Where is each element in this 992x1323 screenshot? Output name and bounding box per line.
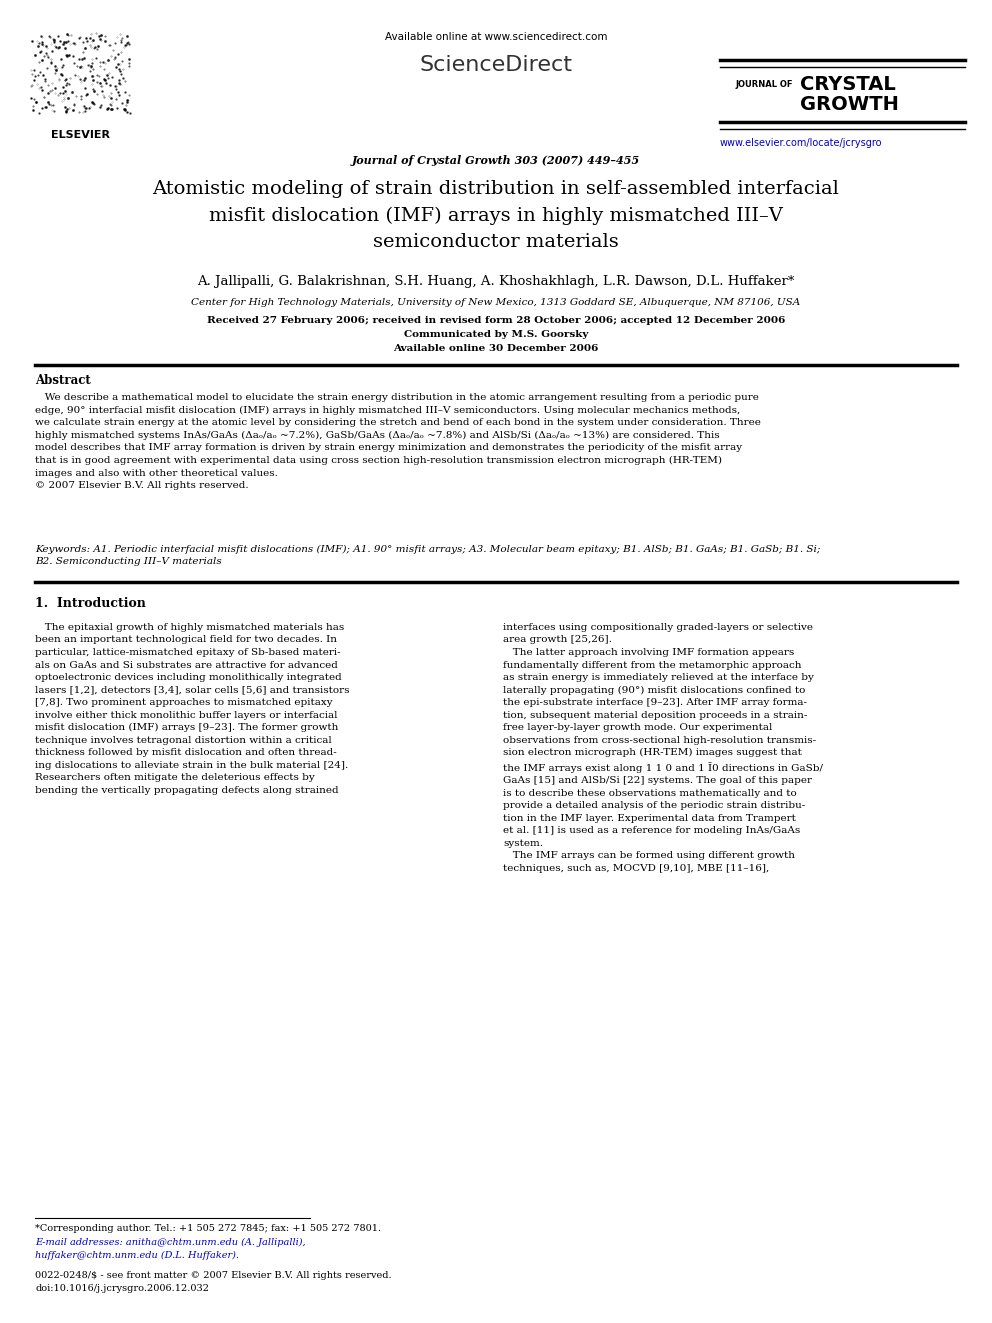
Text: ELSEVIER: ELSEVIER	[51, 130, 109, 140]
Text: Available online 30 December 2006: Available online 30 December 2006	[393, 344, 599, 353]
Text: Atomistic modeling of strain distribution in self-assembled interfacial
misfit d: Atomistic modeling of strain distributio…	[153, 180, 839, 251]
Text: huffaker@chtm.unm.edu (D.L. Huffaker).: huffaker@chtm.unm.edu (D.L. Huffaker).	[35, 1252, 239, 1259]
Text: CRYSTAL: CRYSTAL	[800, 75, 896, 94]
Text: 0022-0248/$ - see front matter © 2007 Elsevier B.V. All rights reserved.: 0022-0248/$ - see front matter © 2007 El…	[35, 1271, 392, 1279]
Text: Communicated by M.S. Goorsky: Communicated by M.S. Goorsky	[404, 329, 588, 339]
Text: GROWTH: GROWTH	[800, 95, 899, 114]
Text: *Corresponding author. Tel.: +1 505 272 7845; fax: +1 505 272 7801.: *Corresponding author. Tel.: +1 505 272 …	[35, 1224, 381, 1233]
Text: Abstract: Abstract	[35, 374, 90, 388]
Text: We describe a mathematical model to elucidate the strain energy distribution in : We describe a mathematical model to eluc…	[35, 393, 761, 490]
Text: www.elsevier.com/locate/jcrysgro: www.elsevier.com/locate/jcrysgro	[720, 138, 883, 148]
Text: ScienceDirect: ScienceDirect	[420, 56, 572, 75]
Text: E-mail addresses: anitha@chtm.unm.edu (A. Jallipalli),: E-mail addresses: anitha@chtm.unm.edu (A…	[35, 1238, 306, 1248]
Text: Journal of Crystal Growth 303 (2007) 449–455: Journal of Crystal Growth 303 (2007) 449…	[352, 155, 640, 165]
Text: Center for High Technology Materials, University of New Mexico, 1313 Goddard SE,: Center for High Technology Materials, Un…	[191, 298, 801, 307]
Text: Keywords: A1. Periodic interfacial misfit dislocations (IMF); A1. 90° misfit arr: Keywords: A1. Periodic interfacial misfi…	[35, 545, 820, 566]
Text: The epitaxial growth of highly mismatched materials has
been an important techno: The epitaxial growth of highly mismatche…	[35, 623, 349, 795]
Text: doi:10.1016/j.jcrysgro.2006.12.032: doi:10.1016/j.jcrysgro.2006.12.032	[35, 1285, 209, 1293]
Text: 1.  Introduction: 1. Introduction	[35, 597, 146, 610]
Text: interfaces using compositionally graded-layers or selective
area growth [25,26].: interfaces using compositionally graded-…	[503, 623, 823, 873]
Text: A. Jallipalli, G. Balakrishnan, S.H. Huang, A. Khoshakhlagh, L.R. Dawson, D.L. H: A. Jallipalli, G. Balakrishnan, S.H. Hua…	[197, 275, 795, 288]
Text: Available online at www.sciencedirect.com: Available online at www.sciencedirect.co…	[385, 32, 607, 42]
Text: JOURNAL OF: JOURNAL OF	[735, 79, 793, 89]
Text: Received 27 February 2006; received in revised form 28 October 2006; accepted 12: Received 27 February 2006; received in r…	[206, 316, 786, 325]
